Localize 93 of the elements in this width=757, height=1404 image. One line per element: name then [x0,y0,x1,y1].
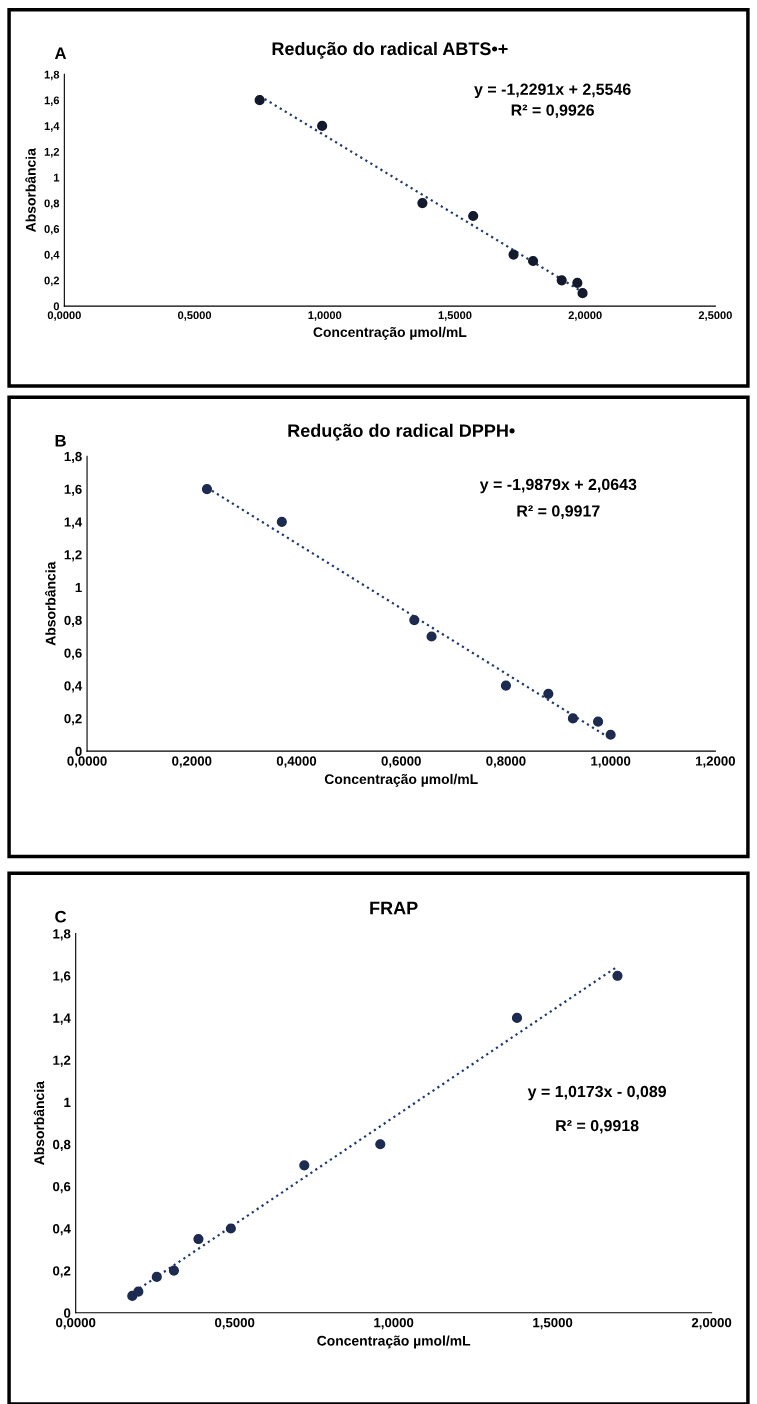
y-tick-label: 1,6 [44,96,60,106]
y-axis-title: Absorbância [45,561,56,646]
point [193,1233,204,1245]
point [409,615,420,626]
y-tick-label: 0 [53,302,60,311]
chart-title: Redução do radical DPPH• [288,423,515,441]
point [508,249,519,260]
y-axis-title: Absorbância [25,148,36,232]
text: B [55,435,66,447]
point [592,716,604,727]
x-tick-label: 1,0000 [308,311,342,321]
chart-title: Redução do radical ABTS•+ [272,41,508,59]
y-tick-label: 0,8 [53,1139,71,1152]
point [417,198,428,209]
point [468,210,479,222]
x-tick-label: 0,6000 [381,756,421,768]
point [254,95,265,106]
point [527,255,539,267]
x-tick-label: 0,0000 [67,756,107,768]
point [151,1271,162,1283]
y-tick-label: 0,6 [53,1181,71,1194]
x-tick-label: 2,5000 [698,311,732,321]
point [612,970,623,981]
x-tick-label: 1,0000 [374,1317,414,1330]
y-tick-label: 1,2 [53,1055,71,1067]
y-tick-label: 0,6 [44,225,60,235]
annotation: R² = 0,9917 [517,505,600,519]
annotation: y = 1,0173x - 0,089 [527,1085,667,1101]
annotation: R² = 0,9926 [511,104,594,119]
y-axis-title: Absorbância [33,1081,45,1165]
text: A [54,47,67,59]
y-tick-label: 1,4 [64,517,83,529]
y-tick-label: 1,2 [44,147,60,158]
x-axis-title: Concentração µmol/mL [313,326,467,340]
annotation: R² = 0,9918 [556,1119,639,1134]
y-tick-label: 0,8 [64,615,82,627]
y-tick-label: 1,8 [53,929,71,941]
x-tick-label: 2,0000 [691,1317,732,1330]
x-axis-title: Concentração µmol/mL [317,1335,471,1349]
y-tick-label: 1 [75,583,82,593]
x-tick-label: 0,5000 [215,1317,255,1330]
point [225,1223,236,1234]
y-tick-label: 0,4 [64,681,83,693]
point [201,483,213,495]
y-tick-label: 0,8 [44,199,60,209]
x-tick-label: 2,0000 [568,311,602,321]
chart-title: FRAP [370,901,418,915]
annotation: y = -1,9879x + 2,0643 [479,478,637,494]
x-tick-label: 1,5000 [438,311,472,321]
text: C [55,910,67,923]
point [567,713,579,724]
point [572,277,583,288]
point [133,1286,144,1297]
x-tick-label: 1,0000 [591,756,631,768]
x-tick-label: 0,8000 [486,756,526,768]
x-tick-label: 0,0000 [47,311,81,321]
y-tick-label: 1 [64,1097,71,1107]
point [556,275,567,286]
point [317,120,328,131]
y-tick-label: 0,2 [44,276,60,287]
y-tick-label: 1,4 [53,1013,71,1025]
point [511,1012,523,1023]
y-tick-label: 0,6 [64,648,82,660]
x-axis-title: Concentração µmol/mL [324,773,478,787]
y-tick-label: 1,8 [64,451,82,464]
point [276,516,287,527]
y-tick-label: 0,2 [53,1266,71,1278]
x-tick-label: 0,0000 [56,1317,96,1330]
y-tick-label: 0,2 [64,713,82,726]
x-tick-label: 1,5000 [533,1317,573,1330]
point [500,680,512,691]
point [375,1139,386,1150]
point [299,1160,310,1171]
x-tick-label: 1,2000 [696,756,735,768]
y-tick-label: 0 [64,1308,71,1318]
y-tick-label: 0,4 [53,1224,71,1236]
y-tick-label: 1,4 [44,122,60,132]
y-tick-label: 0,4 [44,250,60,261]
point [543,688,554,699]
annotation: y = -1,2291x + 2,5546 [474,83,631,99]
y-tick-label: 1,6 [64,484,82,496]
y-tick-label: 1,6 [53,971,71,983]
y-tick-label: 0 [75,746,82,757]
point [168,1265,180,1276]
point [577,288,588,299]
x-tick-label: 0,4000 [276,756,317,768]
y-tick-label: 1,8 [44,70,60,81]
y-tick-label: 1,2 [64,550,82,562]
y-tick-label: 1 [54,173,60,182]
point [605,729,616,740]
x-tick-label: 0,5000 [178,311,212,321]
point [426,631,437,642]
x-tick-label: 0,2000 [172,756,212,768]
